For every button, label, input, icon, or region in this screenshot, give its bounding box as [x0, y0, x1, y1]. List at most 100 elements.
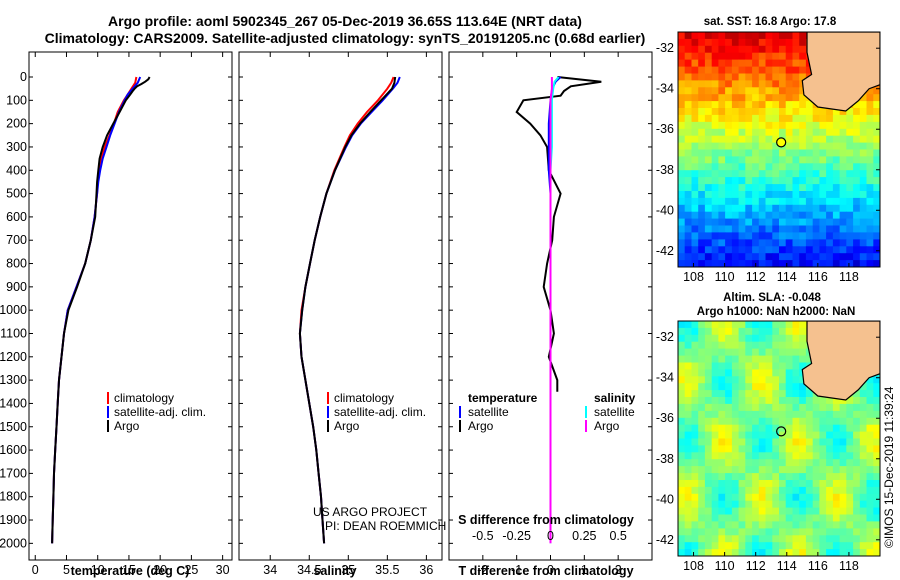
- sla-cell: [785, 341, 793, 350]
- sla-cell: [738, 341, 746, 350]
- sla-cell: [785, 452, 793, 460]
- sst-cell: [704, 204, 713, 213]
- imos-timestamp: ©IMOS 15-Dec-2019 11:39:24: [882, 386, 896, 548]
- sst-cell: [785, 38, 793, 47]
- sla-cell: [779, 424, 787, 433]
- sst-cell: [698, 101, 706, 109]
- sla-cell: [799, 493, 807, 502]
- sla-cell: [684, 369, 692, 377]
- sla-cell: [812, 397, 820, 405]
- sst-cell: [859, 156, 868, 164]
- sst-cell: [873, 149, 880, 157]
- sst-cell: [752, 73, 760, 81]
- sst-cell: [691, 204, 699, 213]
- sst-cell: [785, 142, 793, 151]
- sla-cell: [859, 383, 868, 391]
- sst-cell: [718, 108, 726, 116]
- sst-cell: [792, 142, 800, 151]
- sst-cell: [799, 121, 807, 130]
- sla-cell: [832, 480, 841, 488]
- sla-cell: [738, 369, 746, 377]
- sst-cell: [725, 45, 733, 54]
- sla-cell: [819, 521, 827, 529]
- sla-cell: [812, 445, 820, 453]
- sst-cell: [684, 246, 692, 254]
- sst-cell: [711, 52, 719, 61]
- sla-cell: [812, 500, 820, 509]
- sst-cell: [832, 142, 841, 151]
- sla-cell: [718, 424, 726, 433]
- sla-cell: [846, 403, 854, 412]
- sla-cell: [758, 480, 767, 488]
- sst-cell: [758, 101, 767, 109]
- temperature-xtick-label: 30: [216, 563, 230, 577]
- sla-cell: [792, 321, 800, 329]
- sst-cell: [812, 184, 820, 192]
- sst-cell: [832, 239, 841, 247]
- sla-cell: [718, 334, 726, 343]
- sst-cell: [792, 121, 800, 130]
- sla-cell: [832, 397, 841, 405]
- sst-cell: [812, 260, 820, 267]
- sst-cell: [819, 225, 827, 233]
- sst-cell: [752, 52, 760, 61]
- sst-cell: [725, 94, 733, 102]
- sst-cell: [812, 108, 820, 116]
- sst-cell: [691, 135, 699, 144]
- sla-cell: [819, 514, 827, 522]
- sst-cell: [691, 121, 699, 130]
- sst-cell: [691, 170, 699, 178]
- sst-cell: [859, 114, 868, 123]
- sst-cell: [859, 121, 868, 130]
- sst-cell: [792, 52, 800, 61]
- sla-cell: [698, 486, 706, 495]
- sla-cell: [698, 355, 706, 364]
- sst-cell: [678, 114, 686, 123]
- sla-cell: [779, 535, 787, 543]
- sst-cell: [684, 101, 692, 109]
- sla-cell: [691, 341, 699, 350]
- sst-cell: [711, 108, 719, 116]
- sst-cell: [839, 170, 847, 178]
- sla-cell: [745, 348, 753, 357]
- sst-cell: [738, 177, 746, 185]
- sla-cell: [812, 486, 820, 495]
- sst-cell: [704, 163, 713, 171]
- sla-cell: [684, 383, 692, 391]
- sla-cell: [819, 466, 827, 474]
- sla-map-title-line2: Argo h1000: NaN h2000: NaN: [697, 306, 856, 318]
- sla-cell: [691, 528, 699, 536]
- sla-cell: [698, 500, 706, 509]
- sla-cell: [819, 410, 827, 419]
- sla-cell: [779, 528, 787, 536]
- sst-cell: [779, 170, 787, 178]
- sla-cell: [799, 480, 807, 488]
- legend-climatology: climatology: [114, 391, 174, 405]
- sst-cell: [758, 73, 767, 81]
- sla-cell: [853, 493, 861, 502]
- sst-cell: [772, 225, 780, 233]
- sla-cell: [731, 535, 740, 543]
- sla-cell: [799, 431, 807, 440]
- sla-cell: [731, 480, 740, 488]
- sla-cell: [779, 438, 787, 446]
- sst-cell: [704, 94, 713, 102]
- sst-cell: [839, 260, 847, 267]
- sla-cell: [805, 521, 814, 529]
- sla-cell: [846, 486, 854, 495]
- sla-cell: [792, 514, 800, 522]
- sla-cell: [758, 348, 767, 357]
- sst-cell: [765, 32, 773, 40]
- sla-cell: [765, 480, 773, 488]
- sla-cell: [832, 438, 841, 446]
- temperature-xtick-label: 20: [153, 563, 167, 577]
- sst-cell: [779, 232, 787, 240]
- sst-cell: [765, 197, 773, 206]
- sla-cell: [772, 383, 780, 391]
- sla-cell: [772, 431, 780, 440]
- sla-cell: [805, 431, 814, 440]
- sla-lat-label: -42: [656, 533, 674, 547]
- sst-cell: [745, 121, 753, 130]
- sla-cell: [684, 410, 692, 419]
- figure-title-line1: Argo profile: aoml 5902345_267 05-Dec-20…: [108, 13, 582, 29]
